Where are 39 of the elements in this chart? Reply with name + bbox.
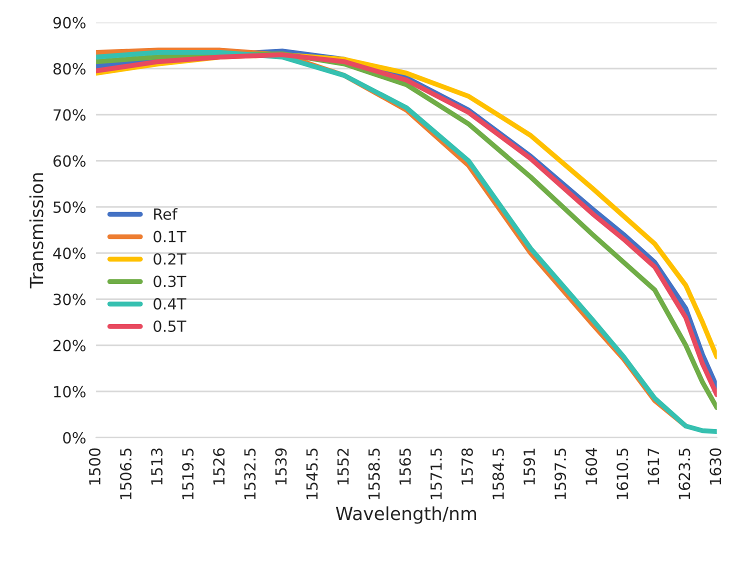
x-tick-label: 1623.5	[678, 448, 690, 500]
x-tick-label: 1584.5	[492, 448, 504, 500]
x-tick-label: 1630	[710, 448, 722, 485]
y-tick-label: 80%	[53, 63, 86, 75]
y-axis-title: Transmission	[29, 173, 44, 288]
x-tick-label: 1558.5	[368, 448, 380, 500]
y-tick-label: 30%	[54, 294, 86, 306]
x-tick-label: 1532.5	[244, 448, 256, 500]
x-tick-label: 1519.5	[182, 448, 194, 500]
x-tick-label: 1513	[151, 448, 163, 485]
x-tick-label: 1506.5	[120, 448, 132, 500]
x-tick-label: 1610.5	[616, 448, 628, 500]
y-tick-label: 50%	[54, 201, 86, 213]
x-tick-label: 1604	[586, 448, 598, 485]
x-axis-title: Wavelength/nm	[336, 506, 476, 524]
x-tick-label: 1565	[399, 448, 411, 485]
y-tick-label: 10%	[54, 386, 86, 398]
y-tick-label: 60%	[53, 155, 86, 167]
y-tick-label: 40%	[53, 248, 86, 260]
y-tick-label: 90%	[53, 16, 86, 28]
y-tick-label: 0%	[63, 432, 86, 444]
x-tick-label: 1617	[648, 448, 660, 485]
x-tick-label: 1597.5	[554, 448, 566, 500]
x-tick-label: 1545.5	[306, 448, 318, 500]
y-tick-label: 20%	[54, 340, 86, 352]
legend-label: 0.4T	[154, 298, 186, 310]
legend-label: 0.3T	[154, 276, 186, 288]
x-tick-label: 1552	[337, 448, 349, 485]
x-tick-label: 1500	[88, 448, 101, 485]
x-tick-label: 1539	[275, 448, 287, 485]
legend-label: 0.1T	[154, 230, 186, 242]
x-tick-label: 1571.5	[430, 448, 442, 500]
legend-label: 0.5T	[154, 320, 186, 332]
legend-label: Ref	[154, 208, 178, 220]
legend-label: 0.2T	[154, 253, 186, 265]
x-tick-label: 1591	[523, 448, 536, 485]
y-tick-label: 70%	[54, 109, 86, 121]
x-tick-label: 1526	[213, 448, 225, 485]
x-tick-label: 1578	[461, 448, 473, 485]
